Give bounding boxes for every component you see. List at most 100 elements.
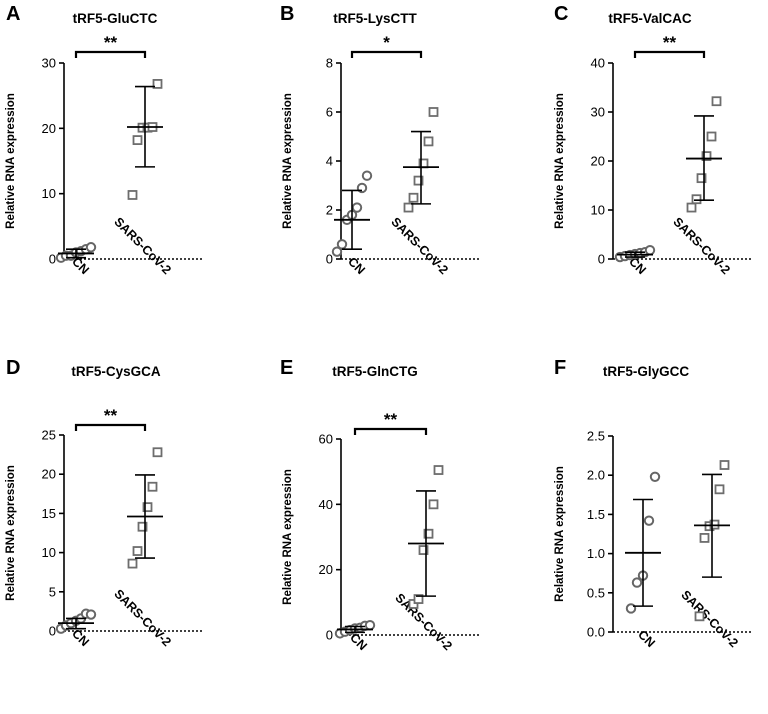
y-axis-label: Relative RNA expression [282,469,294,605]
data-point-circle [364,620,376,631]
panel-letter: E [280,357,293,379]
y-tick-label: 8 [326,56,333,71]
x-category-label: SARS-CoV-2 [111,215,173,277]
y-tick-label: 5 [49,584,56,599]
x-category-label: CN [635,627,658,650]
y-tick-label: 0.5 [587,585,605,600]
y-tick-label: 1.5 [587,507,605,522]
y-tick-label: 0 [49,624,56,639]
data-point-square [701,151,712,162]
panel-letter: A [6,3,20,25]
significance-label: ** [384,410,398,429]
y-tick-label: 40 [591,56,605,71]
data-point-square [403,202,414,213]
data-point-circle [331,246,343,257]
y-tick-label: 0 [326,628,333,643]
data-point-square [127,558,138,569]
y-axis-label: Relative RNA expression [5,93,17,229]
y-tick-label: 30 [42,56,56,71]
data-point-circle [631,577,643,588]
y-tick-label: 40 [319,497,333,512]
y-tick-label: 20 [42,121,56,136]
panel-letter: B [280,3,294,25]
panel-title: tRF5-GlyGCC [603,364,690,379]
significance-bracket [74,423,147,431]
y-tick-label: 0.0 [587,625,605,640]
data-point-circle [85,242,97,253]
panel-letter: C [554,3,568,25]
y-tick-label: 20 [42,467,56,482]
significance-bracket [350,50,423,58]
data-point-circle [351,202,363,213]
data-point-square [147,481,158,492]
y-tick-label: 4 [326,154,333,169]
y-tick-label: 10 [42,545,56,560]
panel-title: tRF5-LysCTT [333,11,417,26]
y-tick-label: 15 [42,506,56,521]
y-tick-label: 20 [591,154,605,169]
y-tick-label: 1.0 [587,546,605,561]
panel-title: tRF5-GluCTC [73,11,158,26]
y-tick-label: 10 [42,186,56,201]
data-point-square [418,545,429,555]
significance-label: ** [104,406,118,425]
y-tick-label: 0 [49,252,56,267]
data-point-square [423,528,434,539]
y-axis-label: Relative RNA expression [554,93,566,229]
data-point-square [433,465,444,475]
y-axis-label: Relative RNA expression [5,465,17,601]
y-tick-label: 20 [319,562,333,577]
data-point-square [132,546,143,556]
panel-title: tRF5-ValCAC [608,11,692,26]
x-category-label: SARS-CoV-2 [392,591,454,653]
data-point-square [691,194,702,205]
data-point-square [423,136,434,147]
data-point-square [127,190,138,200]
x-category-label: CN [69,626,92,649]
data-point-circle [85,609,97,620]
data-point-square [152,447,163,458]
data-point-square [413,594,424,604]
panel-title: tRF5-GlnCTG [332,364,418,379]
y-tick-label: 0 [326,252,333,267]
significance-bracket [353,427,428,435]
panel-letter: F [554,357,566,379]
significance-label: * [383,33,390,52]
data-point-circle [649,471,661,482]
data-point-square [706,131,717,142]
y-tick-label: 0 [598,252,605,267]
data-point-square [152,79,163,89]
x-category-label: SARS-CoV-2 [111,587,173,649]
data-point-circle [643,515,655,526]
data-point-square [408,599,419,609]
significance-label: ** [104,33,118,52]
y-axis-label: Relative RNA expression [282,93,294,229]
y-tick-label: 25 [42,428,56,443]
data-point-square [428,499,439,510]
significance-bracket [74,50,147,58]
y-tick-label: 10 [591,203,605,218]
significance-bracket [633,50,706,58]
y-tick-label: 2.0 [587,468,605,483]
panel-letter: D [6,357,20,379]
x-category-label: SARS-CoV-2 [388,215,450,277]
data-point-square [413,175,424,186]
data-point-square [714,484,725,495]
data-point-square [696,173,707,184]
significance-label: ** [663,33,677,52]
data-point-square [719,460,730,470]
data-point-circle [644,244,656,256]
data-point-square [686,202,697,213]
panel-title: tRF5-CysGCA [71,364,161,379]
data-point-square [142,502,153,513]
data-point-square [132,135,143,145]
y-tick-label: 60 [319,432,333,447]
y-axis-label: Relative RNA expression [554,466,566,602]
x-category-label: SARS-CoV-2 [678,588,740,650]
